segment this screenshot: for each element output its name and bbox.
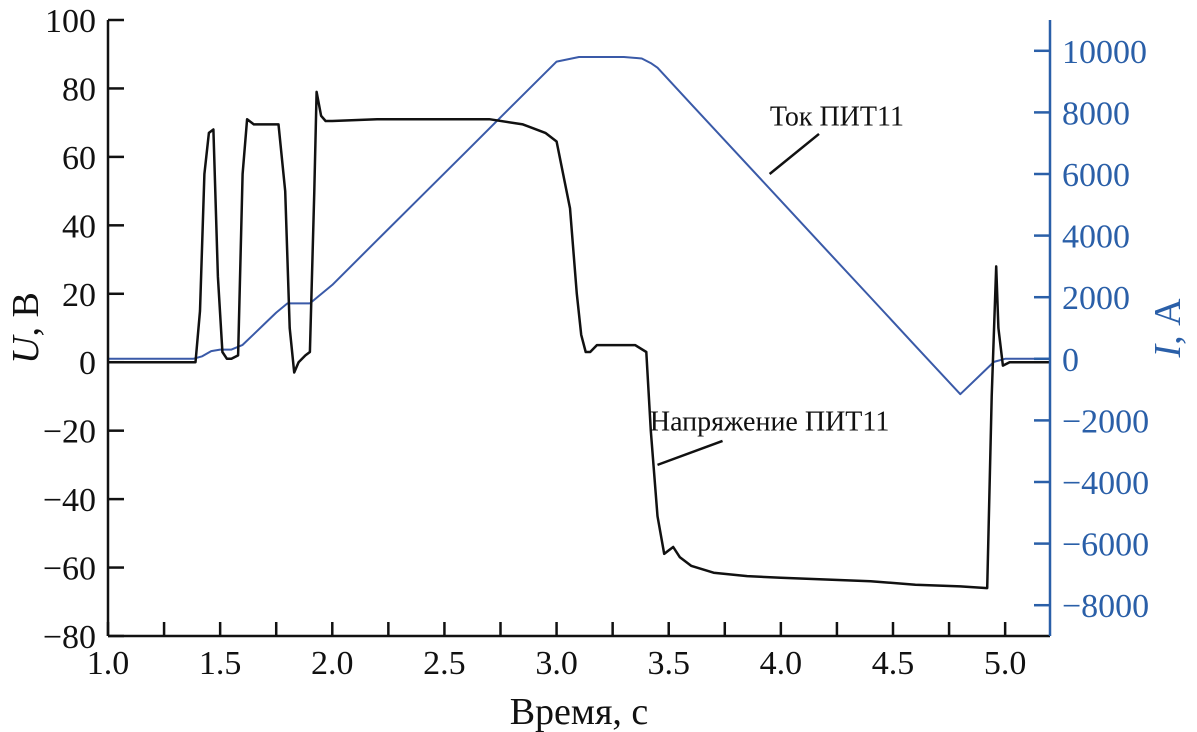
y-right-tick-label: −8000 [1062,588,1149,625]
y-axis-left-title: U, В [5,292,47,364]
y-axis-right-title: I, А [1147,298,1189,359]
annotation-current-label: Ток ПИТ11 [770,101,904,132]
x-tick-label: 4.5 [872,645,915,682]
x-axis: 1.0 1.5 2.0 2.5 3.0 3.5 4.0 4.5 5.0 [87,622,1050,682]
y-axis-left: 100 80 60 40 20 0 −20 −40 −60 −80 [43,3,124,656]
y-axis-right-unit: , А [1147,298,1189,345]
x-tick-label: 1.0 [87,645,130,682]
voltage-series-path [108,90,1050,590]
y-left-tick-label: 0 [79,345,96,382]
y-left-tick-label: −20 [43,414,96,451]
y-left-tick-label: 60 [62,140,96,177]
y-right-tick-label: −4000 [1062,465,1149,502]
y-axis-right-symbol: I [1147,343,1189,359]
x-tick-label: 4.0 [760,645,803,682]
y-left-tick-label: 40 [62,208,96,245]
y-axis-left-unit: , В [5,292,47,336]
y-left-tick-label: 80 [62,71,96,108]
y-right-tick-label: −6000 [1062,527,1149,564]
y-right-tick-label: 10000 [1062,34,1147,71]
x-tick-label: 5.0 [984,645,1027,682]
y-right-tick-label: 6000 [1062,157,1130,194]
y-left-tick-label: 100 [45,3,96,40]
series-voltage-line [108,90,1050,590]
series-current-line [108,56,1050,396]
annotation-current-leader [768,132,820,175]
current-series-path [108,56,1050,396]
y-left-tick-label: 20 [62,277,96,314]
y-left-tick-label: −40 [43,482,96,519]
x-tick-label: 1.5 [199,645,242,682]
y-right-tick-label: −2000 [1062,403,1149,440]
y-axis-right: 10000 8000 6000 4000 2000 0 −2000 −4000 −6000 −80… [1034,20,1149,636]
y-axis-left-symbol: U [5,334,47,364]
x-tick-label: 2.5 [423,645,466,682]
y-right-tick-label: 8000 [1062,95,1130,132]
y-right-tick-label: 4000 [1062,219,1130,256]
y-left-tick-label: −80 [43,619,96,656]
x-tick-label: 3.0 [535,645,578,682]
y-left-tick-label: −60 [43,551,96,588]
x-axis-title: Время, с [510,691,649,732]
x-tick-label: 2.0 [311,645,354,682]
y-right-tick-label: 0 [1062,342,1079,379]
x-tick-label: 3.5 [647,645,690,682]
annotations: Ток ПИТ11 Напряжение ПИТ11 [650,101,904,467]
annotation-voltage-label: Напряжение ПИТ11 [650,406,889,437]
y-right-tick-label: 2000 [1062,280,1130,317]
annotation-voltage-leader [657,439,723,467]
